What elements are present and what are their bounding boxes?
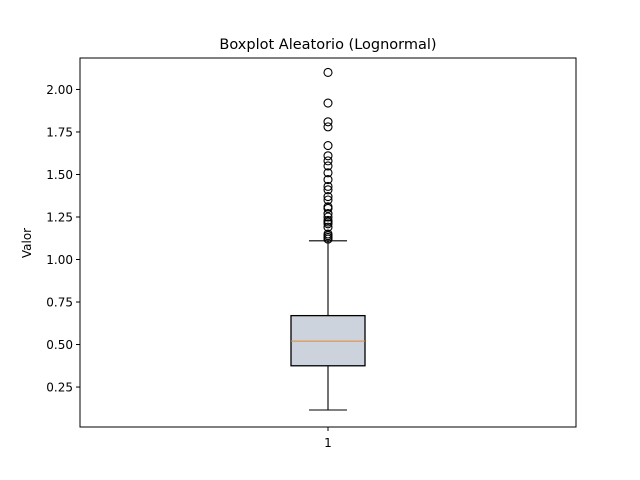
y-tick-label: 1.00 — [46, 253, 73, 267]
outlier-point — [323, 122, 333, 132]
outlier-point — [323, 195, 333, 205]
outlier-point — [323, 209, 333, 219]
plot-area-frame — [79, 57, 577, 428]
y-tick-label: 1.25 — [46, 210, 73, 224]
chart-title: Boxplot Aleatorio (Lognormal) — [219, 37, 436, 53]
outlier-point — [323, 192, 333, 202]
x-axis-ticks: 1 — [324, 427, 332, 450]
outlier-point — [323, 222, 333, 232]
y-axis-ticks: 0.25 0.50 0.75 1.00 1.25 1.50 1.75 2.00 — [46, 83, 80, 394]
outlier-point — [323, 185, 333, 195]
y-tick-label: 2.00 — [46, 83, 73, 97]
x-tick-label: 1 — [324, 436, 332, 450]
outlier-point — [323, 67, 333, 78]
y-tick-label: 0.25 — [46, 380, 73, 394]
outlier-point — [323, 215, 333, 225]
y-tick-label: 1.50 — [46, 168, 73, 182]
outlier-point — [323, 202, 333, 212]
outlier-point — [323, 161, 333, 171]
outlier-point — [323, 98, 333, 108]
outlier-point — [323, 141, 333, 151]
y-tick-label: 1.75 — [46, 125, 73, 139]
y-tick-label: 0.50 — [46, 338, 73, 352]
outlier-point — [323, 117, 333, 127]
outlier-point — [323, 229, 333, 239]
outlier-point — [323, 181, 333, 191]
outlier-point — [323, 175, 333, 185]
boxplot-series — [290, 240, 366, 411]
outlier-point — [323, 156, 333, 166]
outlier-point — [323, 168, 333, 178]
outlier-point — [323, 151, 333, 161]
outlier-points — [323, 67, 333, 244]
y-axis-label: Valor — [20, 228, 34, 258]
y-tick-label: 0.75 — [46, 295, 73, 309]
